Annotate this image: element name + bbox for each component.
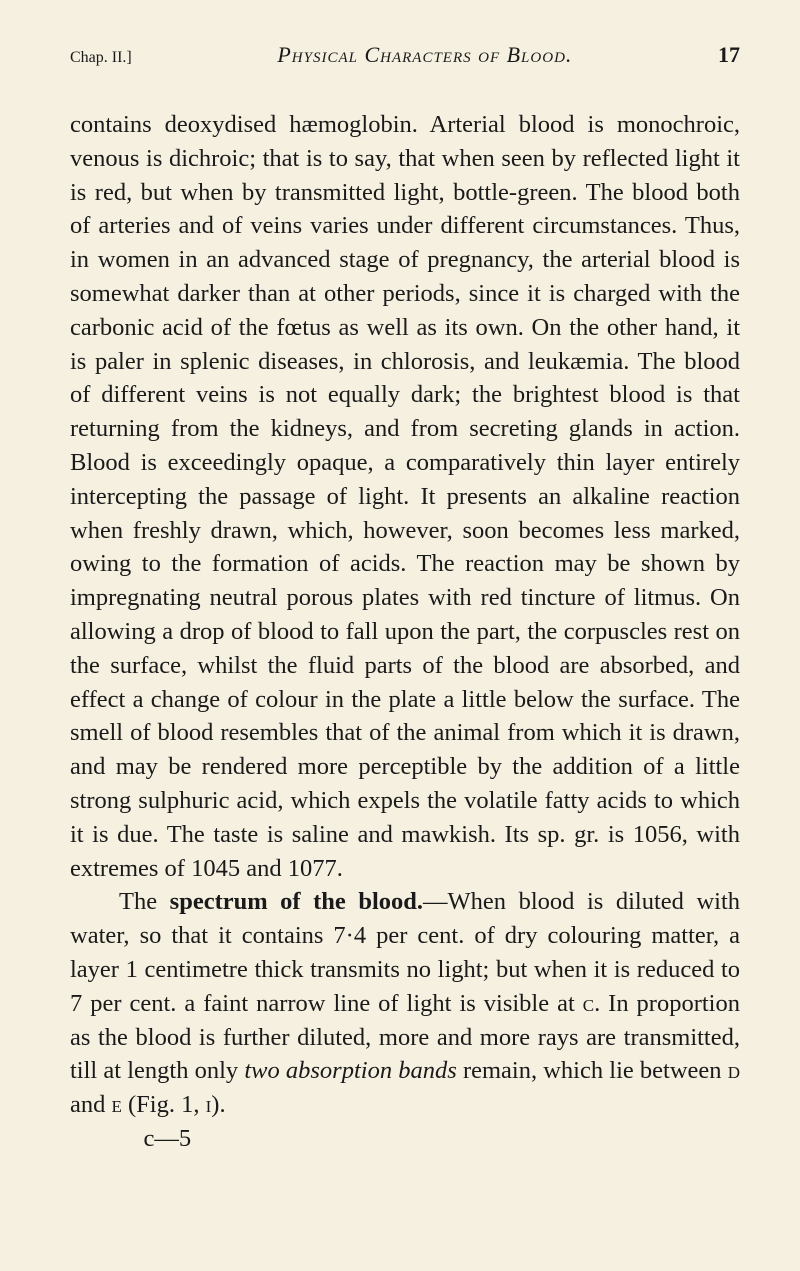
signature-line: c—5 xyxy=(70,1122,740,1156)
p2-text-5: (Fig. 1, xyxy=(122,1091,206,1118)
p2-smallcap-e: e xyxy=(112,1091,122,1118)
page-number: 17 xyxy=(718,42,740,68)
chapter-label: Chap. II.] xyxy=(70,49,132,67)
paragraph-1: contains deoxydised hæmoglobin. Arterial… xyxy=(70,108,740,885)
p2-smallcap-d: d xyxy=(728,1057,740,1084)
p2-lead: The xyxy=(119,888,170,915)
p2-smallcap-c: c xyxy=(583,990,594,1017)
p2-text-3: remain, which lie between xyxy=(457,1057,728,1084)
paragraph-1-text: contains deoxydised hæmoglobin. Arterial… xyxy=(70,111,740,882)
paragraph-2: The spectrum of the blood.—When blood is… xyxy=(70,885,740,1122)
p2-text-6: ). xyxy=(211,1091,225,1118)
p2-heading-bold: spectrum of the blood. xyxy=(170,888,423,915)
p2-italic: two absorption bands xyxy=(244,1057,456,1084)
running-title: Physical Characters of Blood. xyxy=(277,42,572,68)
body-text: contains deoxydised hæmoglobin. Arterial… xyxy=(70,108,740,1156)
page-header: Chap. II.] Physical Characters of Blood.… xyxy=(70,42,740,68)
p2-text-4: and xyxy=(70,1091,112,1118)
